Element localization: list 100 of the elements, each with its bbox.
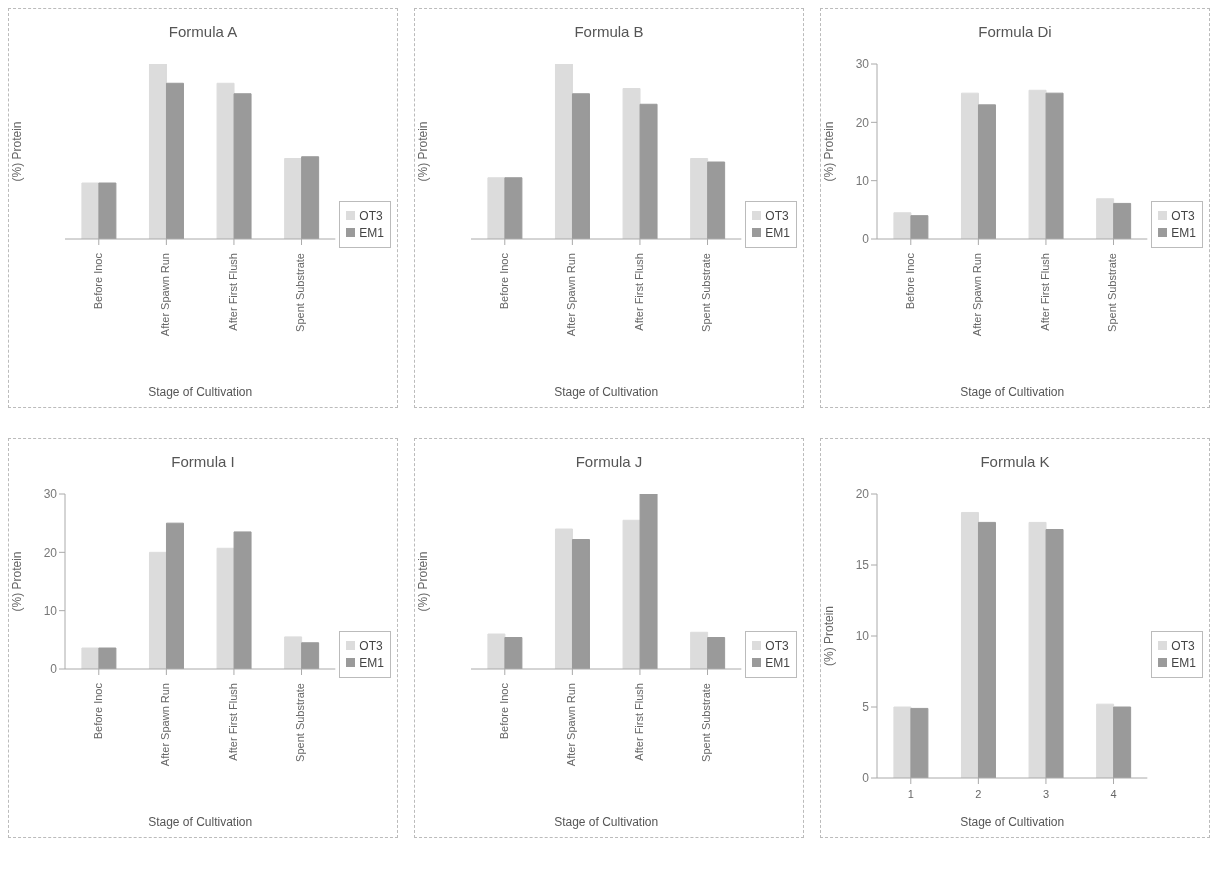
x-tick-label: 4: [1110, 788, 1117, 800]
bar: [690, 631, 709, 669]
bar: [98, 182, 117, 239]
bar: [977, 104, 996, 239]
y-axis-title: (%) Protein: [416, 121, 431, 182]
bar: [960, 511, 979, 778]
bar: [216, 547, 235, 669]
legend-label: OT3: [1171, 208, 1195, 223]
y-tick-label: 5: [862, 700, 870, 715]
bar: [1045, 529, 1064, 778]
x-tick-label: After First Flush: [632, 253, 645, 331]
y-tick-label: 0: [862, 771, 870, 786]
y-tick-label: 20: [43, 545, 58, 560]
bar: [165, 522, 184, 669]
chart-title: Formula Di: [977, 22, 1053, 42]
bar: [504, 637, 523, 669]
x-tick-label: Before Inoc: [497, 252, 510, 310]
bar: [639, 103, 658, 239]
bar: [504, 177, 523, 239]
bar: [1113, 706, 1132, 778]
bar: [554, 528, 573, 669]
y-tick-label: 0: [862, 232, 870, 247]
y-tick-label: 30: [43, 487, 58, 502]
chart-title: Formula K: [979, 452, 1051, 472]
bar: [571, 539, 590, 669]
y-tick-label: 10: [43, 603, 58, 618]
x-axis-title: Stage of Cultivation: [148, 815, 253, 829]
legend-label: OT3: [1171, 638, 1195, 653]
x-tick-label: Spent Substrate: [294, 683, 307, 762]
x-tick-label: Before Inoc: [497, 682, 510, 740]
bar: [1096, 703, 1115, 778]
bar: [98, 647, 117, 669]
y-tick-label: 10: [855, 629, 870, 644]
x-tick-label: Spent Substrate: [700, 683, 713, 762]
y-tick-label: 15: [855, 558, 870, 573]
bar: [893, 212, 912, 239]
x-axis-title: Stage of Cultivation: [960, 815, 1065, 829]
legend-label: EM1: [1171, 655, 1196, 670]
bar: [284, 636, 303, 669]
bar: [707, 637, 726, 669]
chart-title: Formula A: [167, 22, 239, 42]
bar: [1113, 202, 1132, 239]
bar: [301, 156, 320, 239]
bar: [216, 82, 235, 239]
x-tick-label: After First Flush: [226, 253, 239, 331]
bar: [148, 551, 167, 669]
x-tick-label: Before Inoc: [91, 252, 104, 310]
bar: [571, 93, 590, 239]
legend-label: OT3: [359, 638, 383, 653]
bar: [487, 633, 506, 669]
x-tick-label: 3: [1042, 788, 1050, 800]
bar: [622, 519, 641, 669]
x-axis-title: Stage of Cultivation: [148, 385, 253, 399]
bar: [690, 158, 709, 239]
bar: [910, 707, 929, 778]
chart-title: Formula J: [574, 452, 644, 472]
bar: [622, 88, 641, 239]
bar: [893, 706, 912, 778]
bar: [554, 64, 573, 239]
bar: [487, 177, 506, 239]
x-axis-title: Stage of Cultivation: [960, 385, 1065, 399]
x-tick-label: After Spawn Run: [159, 253, 172, 337]
legend-label: EM1: [359, 655, 384, 670]
x-tick-label: After First Flush: [1038, 253, 1051, 331]
bar: [165, 82, 184, 239]
bar: [81, 647, 100, 669]
bar: [707, 161, 726, 239]
legend-label: EM1: [1171, 225, 1196, 240]
y-axis-title: (%) Protein: [822, 121, 837, 182]
y-tick-label: 20: [855, 487, 870, 502]
bar: [284, 158, 303, 239]
bar: [1045, 92, 1064, 239]
x-tick-label: Before Inoc: [903, 252, 916, 310]
y-tick-label: 0: [50, 662, 58, 677]
y-axis-title: (%) Protein: [10, 121, 25, 182]
legend-label: OT3: [765, 638, 789, 653]
legend-label: EM1: [359, 225, 384, 240]
bar: [148, 64, 167, 239]
x-tick-label: Spent Substrate: [700, 253, 713, 332]
x-tick-label: 1: [907, 788, 914, 800]
bar: [960, 92, 979, 239]
x-tick-label: After First Flush: [226, 683, 239, 761]
chart-title: Formula B: [573, 22, 645, 42]
bar: [639, 494, 658, 669]
y-axis-title: (%) Protein: [822, 605, 837, 667]
bar: [1028, 521, 1047, 778]
x-tick-label: After First Flush: [632, 683, 645, 761]
legend-label: EM1: [765, 655, 790, 670]
x-tick-label: Spent Substrate: [1106, 253, 1119, 332]
bar: [81, 182, 100, 239]
legend-label: OT3: [765, 208, 789, 223]
bar: [1028, 89, 1047, 239]
y-tick-label: 20: [855, 115, 870, 130]
y-tick-label: 30: [855, 57, 870, 72]
chart-title: Formula I: [170, 452, 236, 472]
y-axis-title: (%) Protein: [10, 551, 25, 612]
x-tick-label: Spent Substrate: [294, 253, 307, 332]
x-axis-title: Stage of Cultivation: [554, 815, 659, 829]
bar: [301, 642, 320, 669]
bar: [233, 531, 252, 669]
